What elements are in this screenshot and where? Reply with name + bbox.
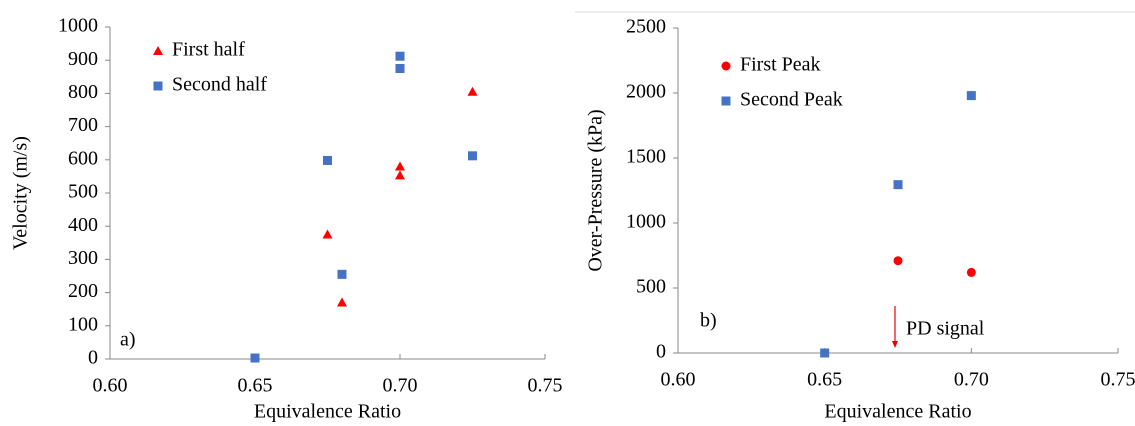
marker-square	[966, 91, 976, 101]
marker-triangle	[467, 86, 478, 96]
marker-square	[337, 269, 347, 279]
marker-square	[468, 151, 477, 161]
marker-circle	[893, 256, 903, 266]
y-tick-label: 300	[68, 247, 98, 269]
marker-square	[395, 64, 405, 73]
marker-square	[153, 81, 163, 91]
y-axis-title: Over-Pressure (kPa)	[585, 109, 607, 271]
legend-label: Second half	[172, 74, 267, 96]
marker-circle	[721, 61, 731, 71]
x-tick-label: 0.60	[93, 375, 128, 397]
y-tick-label: 200	[68, 280, 98, 302]
marker-square	[820, 348, 830, 358]
panel-label: a)	[120, 329, 136, 351]
legend-label: Second Peak	[740, 89, 843, 111]
y-tick-label: 1500	[626, 146, 666, 168]
x-axis-title: Equivalence Ratio	[824, 401, 971, 423]
marker-triangle	[395, 170, 405, 180]
marker-triangle	[337, 297, 347, 307]
y-tick-label: 1000	[626, 211, 666, 233]
y-tick-label: 500	[636, 276, 666, 298]
y-tick-label: 600	[68, 147, 98, 169]
y-tick-label: 2000	[626, 81, 666, 103]
y-tick-label: 100	[68, 313, 98, 335]
y-tick-label: 2500	[626, 16, 666, 38]
x-tick-label: 0.65	[807, 369, 842, 391]
y-tick-label: 900	[68, 48, 98, 70]
panel-label: b)	[700, 310, 717, 332]
marker-square	[323, 155, 332, 165]
y-tick-label: 0	[88, 347, 98, 369]
legend-label: First Peak	[740, 54, 821, 76]
legend-label: First half	[172, 39, 245, 61]
x-tick-label: 0.70	[954, 369, 989, 391]
marker-square	[721, 96, 731, 106]
x-tick-label: 0.60	[661, 369, 696, 391]
x-tick-label: 0.75	[528, 375, 563, 397]
marker-triangle	[153, 46, 163, 55]
y-tick-label: 1000	[58, 15, 98, 37]
y-tick-label: 400	[68, 214, 98, 236]
marker-square	[893, 180, 903, 190]
y-tick-label: 800	[68, 81, 98, 103]
marker-triangle	[395, 161, 405, 171]
marker-square	[250, 353, 260, 363]
x-tick-label: 0.65	[238, 375, 273, 397]
x-tick-label: 0.70	[383, 375, 418, 397]
x-axis-title: Equivalence Ratio	[254, 401, 401, 423]
marker-circle	[966, 267, 976, 277]
pd-arrow-head	[892, 341, 898, 348]
annotation: PD signal	[906, 318, 985, 340]
x-tick-label: 0.75	[1101, 369, 1135, 391]
y-tick-label: 500	[68, 181, 98, 203]
y-tick-label: 700	[68, 114, 98, 136]
y-axis-title: Velocity (m/s)	[10, 136, 32, 250]
marker-square	[395, 51, 405, 61]
y-tick-label: 0	[656, 341, 666, 363]
marker-triangle	[322, 229, 333, 239]
